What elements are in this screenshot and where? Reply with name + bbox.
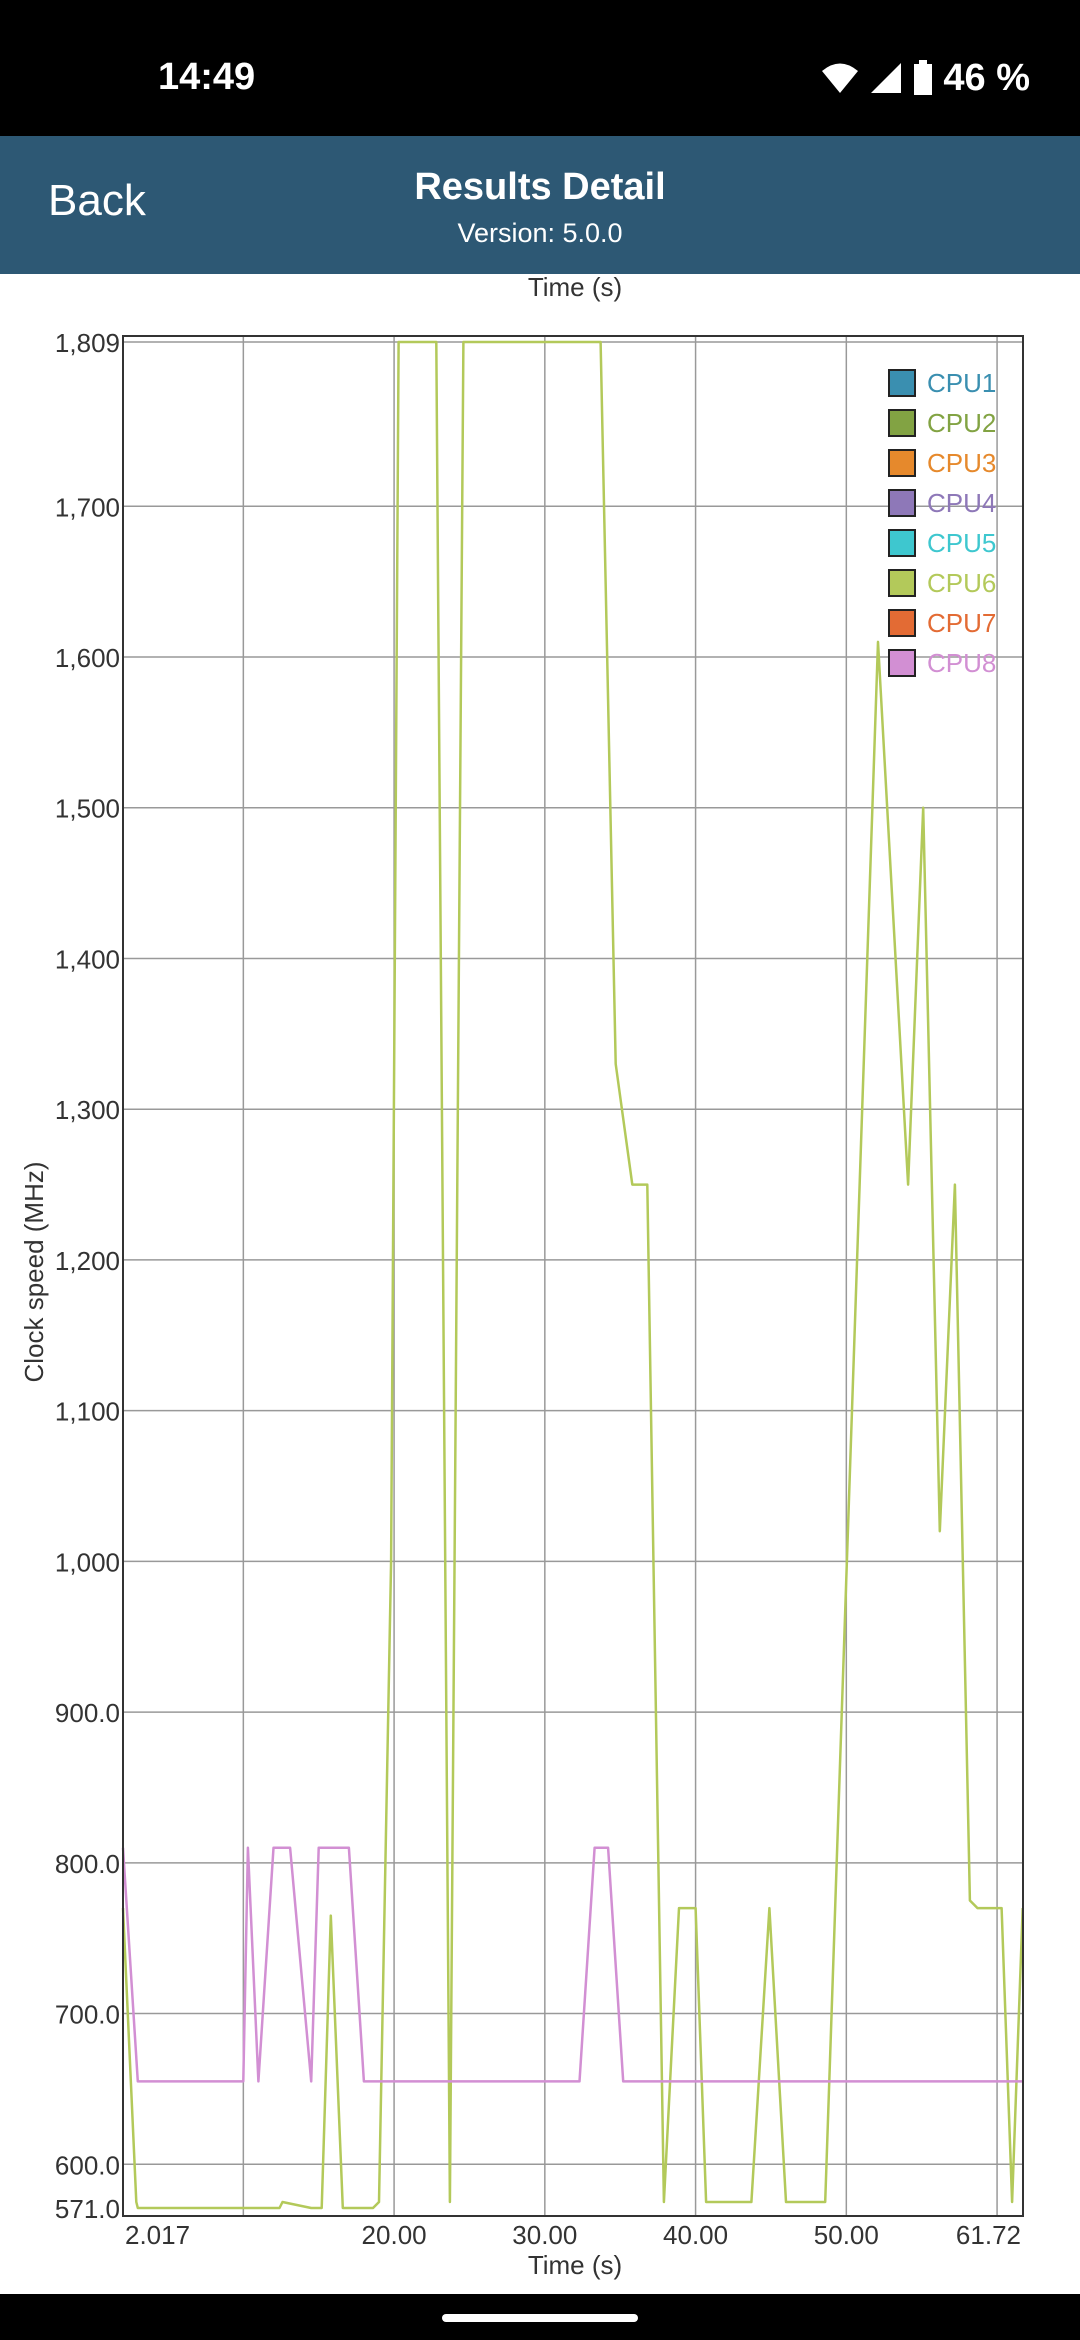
top-axis-title: Time (s) <box>528 274 622 302</box>
legend-label-cpu4: CPU4 <box>927 488 996 518</box>
y-axis-title: Clock speed (MHz) <box>19 1161 49 1382</box>
legend-swatch-cpu7 <box>888 609 916 637</box>
series-line-cpu6 <box>121 340 1024 2210</box>
wifi-icon <box>821 62 859 94</box>
legend-label-cpu3: CPU3 <box>927 448 996 478</box>
x-tick-label: 20.00 <box>362 2220 427 2250</box>
x-tick-label: 50.00 <box>814 2220 879 2250</box>
page-title: Results Detail <box>414 166 666 208</box>
y-tick-label: 1,000 <box>55 1547 120 1577</box>
signal-icon <box>869 61 903 95</box>
x-tick-label: 40.00 <box>663 2220 728 2250</box>
legend-label-cpu8: CPU8 <box>927 648 996 678</box>
x-tick-label: 30.00 <box>512 2220 577 2250</box>
legend-label-cpu5: CPU5 <box>927 528 996 558</box>
y-tick-label: 1,809 <box>55 328 120 358</box>
x-axis-title: Time (s) <box>528 2250 622 2280</box>
status-bar: 14:49 46 % <box>0 0 1080 136</box>
y-tick-label: 1,200 <box>55 1246 120 1276</box>
status-time: 14:49 <box>158 56 256 98</box>
y-tick-label: 1,600 <box>55 643 120 673</box>
legend-swatch-cpu1 <box>888 369 916 397</box>
navigation-bar <box>0 2294 1080 2340</box>
plot-background <box>123 336 1023 2216</box>
version-subtitle: Version: 5.0.0 <box>457 218 623 248</box>
battery-icon <box>913 60 933 96</box>
legend-swatch-cpu8 <box>888 649 916 677</box>
y-tick-label: 1,700 <box>55 492 120 522</box>
y-tick-label: 900.0 <box>55 1698 120 1728</box>
y-tick-label: 700.0 <box>55 2000 120 2030</box>
y-tick-label: 1,500 <box>55 794 120 824</box>
home-gesture-handle[interactable] <box>442 2314 638 2322</box>
y-tick-label: 600.0 <box>55 2150 120 2180</box>
legend-swatch-cpu4 <box>888 489 916 517</box>
legend-swatch-cpu5 <box>888 529 916 557</box>
status-icons: 46 % <box>821 56 1030 100</box>
y-tick-label: 1,400 <box>55 944 120 974</box>
clock-speed-chart: 571.0 600.0 700.0 800.0 900.0 1,000 1,100 1,200… <box>19 274 1024 2280</box>
legend-label-cpu7: CPU7 <box>927 608 996 638</box>
y-tick-label: 1,100 <box>55 1397 120 1427</box>
back-button[interactable]: Back <box>48 176 146 225</box>
legend-label-cpu2: CPU2 <box>927 408 996 438</box>
x-tick-label: 2.017 <box>125 2220 190 2250</box>
legend-swatch-cpu3 <box>888 449 916 477</box>
series-line-cpu8 <box>121 1846 1023 2083</box>
legend-swatch-cpu6 <box>888 569 916 597</box>
battery-percent: 46 % <box>943 56 1030 99</box>
legend-swatch-cpu2 <box>888 409 916 437</box>
chart-area: 571.0 600.0 700.0 800.0 900.0 1,000 1,100 1,200… <box>0 274 1080 2294</box>
y-tick-label: 571.0 <box>55 2194 120 2224</box>
legend-label-cpu6: CPU6 <box>927 568 996 598</box>
x-tick-label: 61.72 <box>956 2220 1021 2250</box>
app-bar: Back Results Detail Version: 5.0.0 <box>0 136 1080 274</box>
legend-label-cpu1: CPU1 <box>927 368 996 398</box>
y-tick-label: 1,300 <box>55 1095 120 1125</box>
plot-frame <box>122 335 1024 2217</box>
y-tick-label: 800.0 <box>55 1849 120 1879</box>
